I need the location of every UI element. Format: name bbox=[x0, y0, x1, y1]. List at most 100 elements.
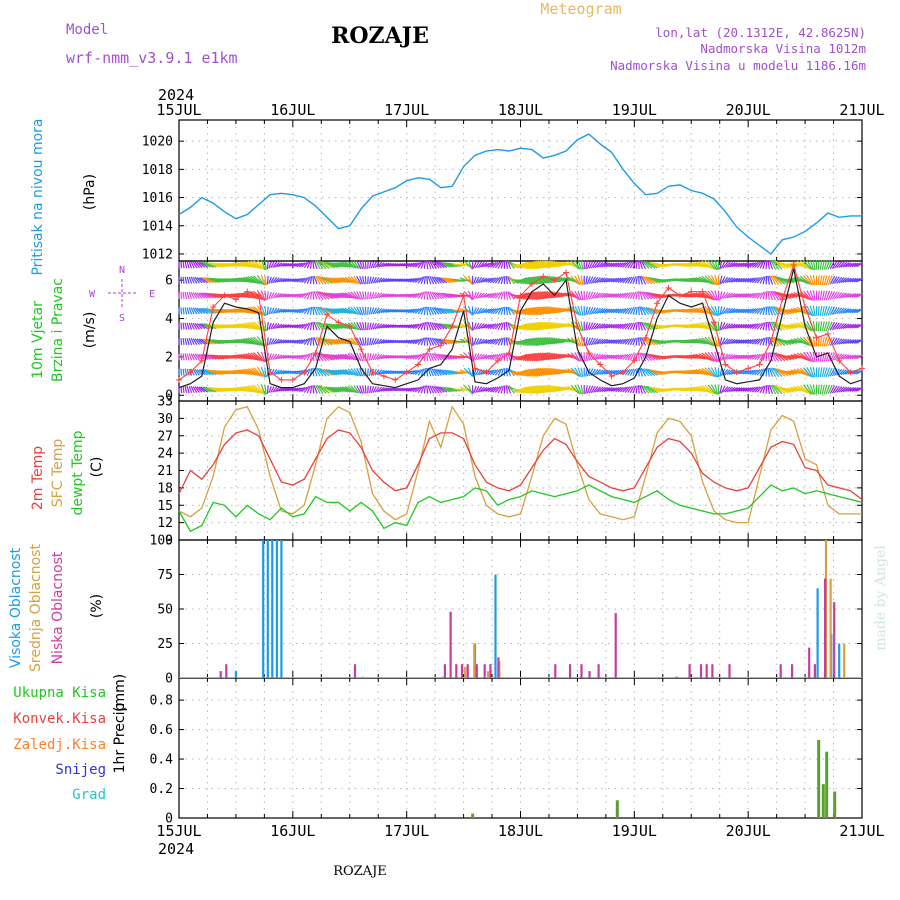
wind-arrow bbox=[203, 277, 214, 284]
wind-arrow bbox=[719, 260, 723, 270]
wind-arrow bbox=[596, 386, 604, 393]
wind-arrow bbox=[522, 368, 537, 377]
wind-arrow bbox=[847, 339, 854, 344]
low-bar bbox=[728, 664, 731, 678]
wind-arrow bbox=[431, 385, 437, 394]
low-bar bbox=[225, 664, 228, 678]
wind-arrow bbox=[380, 339, 388, 344]
wind-arrow bbox=[291, 308, 299, 313]
gust-marker bbox=[563, 269, 570, 276]
wind-arrow bbox=[410, 387, 417, 392]
wind-arrow bbox=[751, 338, 759, 345]
wind-arrow bbox=[765, 385, 768, 394]
wind-arrow bbox=[474, 292, 480, 299]
wind-arrow bbox=[617, 292, 624, 299]
station-title: ROZAJE bbox=[331, 23, 429, 49]
wind-arrow bbox=[420, 276, 425, 285]
high-bar bbox=[675, 676, 678, 678]
wind-arrow bbox=[368, 276, 372, 284]
wind-arrow bbox=[603, 277, 611, 283]
wind-arrow bbox=[321, 307, 333, 315]
wind-arrow bbox=[494, 307, 501, 315]
wind-arrow bbox=[480, 292, 488, 299]
wind-arrow bbox=[372, 322, 377, 330]
wind-arrow bbox=[645, 260, 655, 269]
wind-arrow bbox=[250, 260, 263, 270]
wind-arrow bbox=[629, 385, 635, 394]
wind-arrow bbox=[507, 385, 512, 394]
wind-arrow bbox=[445, 386, 455, 393]
wind-arrow bbox=[287, 293, 294, 298]
wind-arrow bbox=[356, 352, 362, 362]
wind-arrow bbox=[467, 260, 473, 270]
wind-arrow bbox=[751, 353, 759, 360]
wind-arrow bbox=[638, 352, 640, 362]
wind-arrow bbox=[533, 336, 549, 347]
wind-arrow bbox=[754, 292, 761, 299]
wind-arrow bbox=[353, 322, 360, 331]
wind-arrow bbox=[482, 323, 490, 329]
wind-arrow bbox=[389, 309, 397, 313]
wind-arrow bbox=[245, 322, 259, 331]
wind-arrow bbox=[473, 337, 477, 346]
wind-arrow bbox=[599, 338, 606, 345]
wind-arrow bbox=[497, 353, 503, 361]
low-bar bbox=[705, 664, 708, 678]
wind-arrow bbox=[270, 261, 275, 269]
wind-arrow bbox=[196, 261, 203, 269]
wind-arrow bbox=[435, 291, 443, 300]
wind-arrow bbox=[754, 307, 761, 314]
wind-arrow bbox=[196, 353, 203, 361]
wind-arrow bbox=[542, 385, 558, 394]
wind-arrow bbox=[520, 353, 535, 361]
low-bar bbox=[813, 664, 816, 678]
wind-arrow bbox=[505, 306, 508, 315]
wind-arrow bbox=[842, 386, 850, 393]
wind-arrow bbox=[513, 386, 528, 393]
wind-arrow bbox=[476, 322, 483, 330]
wind-arrow bbox=[522, 385, 537, 394]
wind-arrow bbox=[599, 369, 606, 375]
mid-bar bbox=[441, 676, 444, 678]
wind-arrow bbox=[276, 339, 283, 345]
legend-conv-rain: Konvek.Kisa bbox=[13, 711, 106, 727]
wind-arrow bbox=[754, 369, 761, 376]
wind-arrow bbox=[403, 309, 411, 313]
wind-arrow bbox=[796, 322, 809, 331]
wind-arrow bbox=[749, 323, 756, 329]
y-tick-label: 25 bbox=[157, 637, 173, 652]
wind-arrow bbox=[494, 338, 501, 345]
wind-arrow bbox=[720, 385, 726, 394]
wind-arrow bbox=[507, 337, 512, 346]
wind-arrow bbox=[765, 352, 768, 362]
wind-arrow bbox=[701, 385, 713, 394]
wind-arrow bbox=[376, 338, 383, 345]
wind-arrow bbox=[423, 260, 426, 269]
wind-arrow bbox=[431, 276, 437, 285]
wind-arrow bbox=[378, 308, 385, 314]
wind-arrow bbox=[274, 277, 280, 284]
wind-arrow bbox=[492, 369, 499, 376]
wind-arrow bbox=[596, 308, 604, 314]
wind-arrow bbox=[398, 293, 406, 298]
wind-arrow bbox=[524, 306, 540, 316]
wind-arrow bbox=[443, 308, 453, 314]
sfc-temp-line bbox=[178, 405, 862, 524]
wind-arrow bbox=[765, 275, 768, 285]
pressure-line bbox=[178, 133, 862, 255]
wind-arrow bbox=[533, 260, 549, 270]
wind-arrow bbox=[642, 385, 650, 394]
wind-arrow bbox=[603, 387, 611, 392]
gust-marker bbox=[733, 369, 740, 376]
wind-arrow bbox=[347, 368, 357, 376]
wind-unit: (m/s) bbox=[82, 312, 98, 349]
wind-arrow bbox=[762, 291, 766, 300]
wind-arrow bbox=[799, 291, 811, 300]
wind-arrow bbox=[294, 354, 301, 360]
wind-arrow bbox=[201, 307, 211, 315]
wind-arrow bbox=[367, 337, 369, 346]
wind-arrow bbox=[364, 385, 367, 394]
wind-arrow bbox=[391, 339, 399, 344]
wind-arrow bbox=[374, 386, 380, 393]
wind-arrow bbox=[359, 385, 364, 394]
